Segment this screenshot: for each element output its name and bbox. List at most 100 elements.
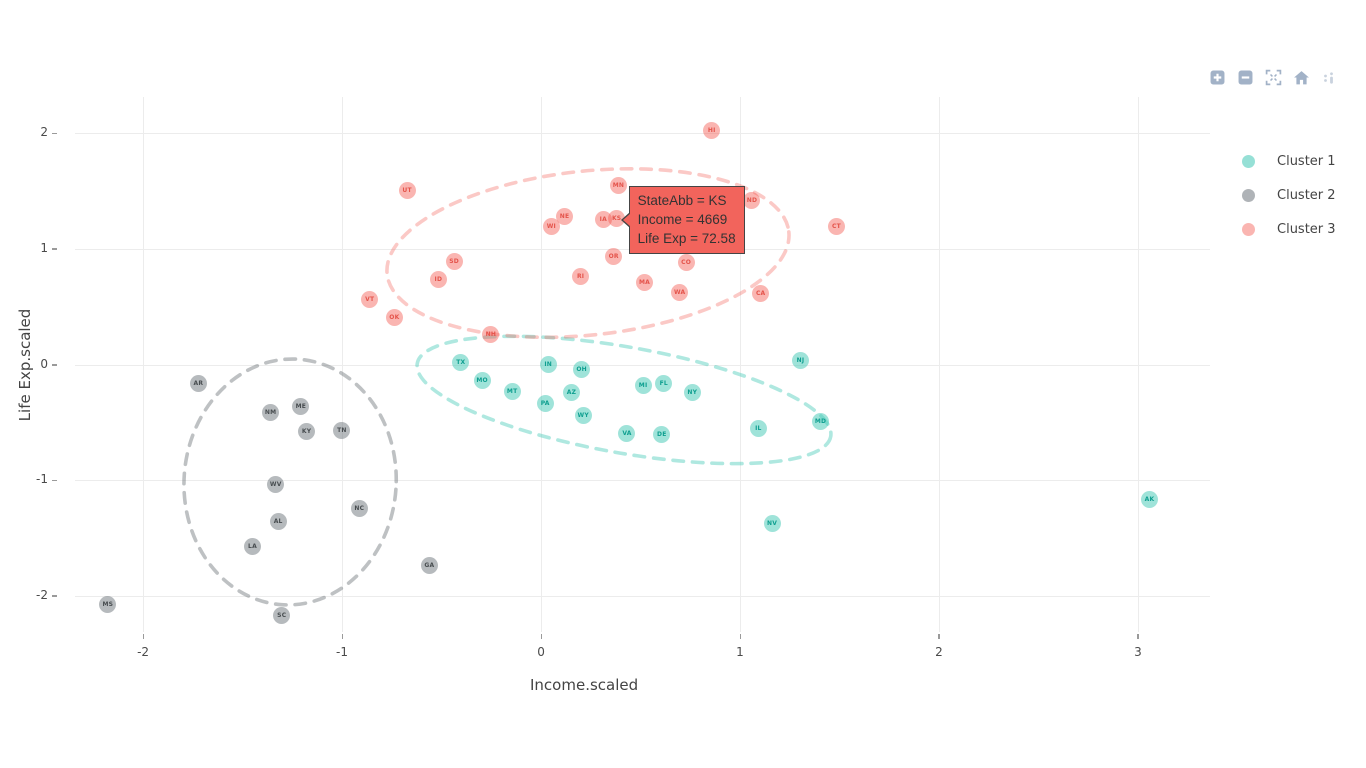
state-marker-label: AZ	[566, 389, 577, 397]
y-tick-mark	[52, 479, 57, 481]
state-marker-label: OK	[389, 314, 400, 322]
state-marker-NY[interactable]: NY	[683, 384, 701, 402]
state-marker-WY[interactable]: WY	[574, 406, 592, 424]
state-marker-label: KY	[301, 427, 312, 435]
state-marker-label: AR	[193, 379, 204, 387]
state-marker-MA[interactable]: MA	[635, 274, 653, 292]
state-marker-NM[interactable]: NM	[262, 404, 280, 422]
modebar	[1203, 68, 1343, 90]
state-marker-IL[interactable]: IL	[749, 419, 767, 437]
state-marker-label: LA	[248, 543, 257, 551]
zoom-in-button[interactable]	[1203, 68, 1231, 90]
state-marker-label: WV	[269, 481, 282, 489]
state-marker-RI[interactable]: RI	[572, 268, 590, 286]
state-marker-NC[interactable]: NC	[350, 499, 368, 517]
state-marker-label: CO	[681, 259, 692, 267]
hover-tooltip: StateAbb = KS Income = 4669 Life Exp = 7…	[620, 186, 745, 255]
state-marker-MD[interactable]: MD	[812, 412, 830, 430]
state-marker-IA[interactable]: IA	[594, 211, 612, 229]
state-marker-label: WY	[577, 411, 589, 419]
x-tick-mark	[341, 634, 344, 639]
state-marker-NH[interactable]: NH	[482, 325, 500, 343]
state-marker-SD[interactable]: SD	[445, 252, 463, 270]
y-tick-label: 1	[40, 240, 48, 255]
zoom-out-button[interactable]	[1231, 68, 1259, 90]
state-marker-LA[interactable]: LA	[243, 538, 261, 556]
state-marker-WA[interactable]: WA	[671, 283, 689, 301]
state-marker-label: NY	[687, 389, 698, 397]
state-marker-label: SD	[449, 257, 459, 265]
y-gridline	[75, 480, 1210, 481]
state-marker-FL[interactable]: FL	[655, 374, 673, 392]
reset-axes-home-button[interactable]	[1287, 68, 1315, 90]
state-marker-label: NV	[766, 520, 778, 528]
state-marker-DE[interactable]: DE	[653, 426, 671, 444]
state-marker-label: RI	[576, 273, 585, 281]
state-marker-ID[interactable]: ID	[429, 270, 447, 288]
autoscale-button[interactable]	[1259, 68, 1287, 90]
state-marker-label: OH	[576, 366, 587, 374]
state-marker-AR[interactable]: AR	[189, 374, 207, 392]
state-marker-label: ND	[746, 197, 758, 205]
state-marker-NJ[interactable]: NJ	[791, 351, 809, 369]
legend-swatch-icon	[1242, 154, 1255, 168]
state-marker-SC[interactable]: SC	[273, 607, 291, 625]
state-marker-AK[interactable]: AK	[1141, 490, 1158, 508]
y-tick-mark	[52, 595, 57, 597]
state-marker-label: IL	[755, 424, 762, 432]
state-marker-NV[interactable]: NV	[763, 515, 781, 533]
cluster-ellipse-1	[415, 334, 833, 466]
state-marker-HI[interactable]: HI	[703, 121, 721, 139]
plotly-logo-link[interactable]	[1315, 68, 1343, 90]
state-marker-label: ID	[434, 275, 443, 283]
state-marker-WI[interactable]: WI	[542, 218, 560, 236]
state-marker-label: AL	[273, 518, 283, 526]
legend-item-cluster-2[interactable]: Cluster 2	[1236, 178, 1336, 212]
tooltip-line-income: Income = 4669	[637, 212, 728, 228]
state-marker-label: AK	[1144, 495, 1155, 503]
state-marker-ME[interactable]: ME	[292, 398, 310, 416]
state-marker-GA[interactable]: GA	[420, 557, 438, 575]
y-tick-label: -2	[36, 587, 48, 602]
state-marker-ND[interactable]: ND	[743, 192, 761, 210]
state-marker-CA[interactable]: CA	[752, 284, 770, 302]
state-marker-OR[interactable]: OR	[605, 248, 623, 266]
state-marker-label: CA	[755, 289, 766, 297]
legend-item-cluster-3[interactable]: Cluster 3	[1236, 212, 1336, 246]
state-marker-UT[interactable]: UT	[398, 182, 416, 200]
state-marker-VT[interactable]: VT	[361, 290, 379, 308]
state-marker-PA[interactable]: PA	[536, 394, 554, 412]
state-marker-KY[interactable]: KY	[298, 422, 316, 440]
state-marker-label: VA	[622, 429, 632, 437]
state-marker-WV[interactable]: WV	[267, 476, 285, 494]
state-marker-label: NH	[485, 330, 497, 338]
legend: Cluster 1 Cluster 2 Cluster 3	[1236, 144, 1336, 246]
state-marker-CO[interactable]: CO	[677, 254, 695, 272]
x-tick-label: 2	[935, 645, 943, 659]
state-marker-MS[interactable]: MS	[99, 595, 117, 613]
state-marker-NE[interactable]: NE	[555, 207, 573, 225]
state-marker-MI[interactable]: MI	[634, 377, 652, 395]
legend-swatch-icon	[1242, 188, 1255, 202]
state-marker-TN[interactable]: TN	[333, 422, 351, 440]
state-marker-MO[interactable]: MO	[473, 372, 491, 390]
x-tick-label: -1	[336, 645, 349, 659]
legend-item-cluster-1[interactable]: Cluster 1	[1236, 144, 1336, 178]
state-marker-OK[interactable]: OK	[385, 309, 403, 327]
state-marker-label: MI	[638, 382, 648, 390]
state-marker-AL[interactable]: AL	[269, 513, 287, 531]
state-marker-IN[interactable]: IN	[539, 355, 557, 373]
state-marker-AZ[interactable]: AZ	[562, 384, 580, 402]
state-marker-MT[interactable]: MT	[503, 383, 521, 401]
state-marker-label: GA	[424, 562, 435, 570]
cluster-ellipse-2	[182, 357, 399, 607]
state-marker-TX[interactable]: TX	[452, 354, 470, 372]
state-marker-label: ME	[295, 403, 307, 411]
legend-swatch-icon	[1242, 222, 1255, 236]
state-marker-CT[interactable]: CT	[828, 218, 845, 236]
state-marker-VA[interactable]: VA	[618, 424, 636, 442]
state-marker-OH[interactable]: OH	[573, 361, 591, 379]
state-marker-MN[interactable]: MN	[609, 176, 627, 194]
x-tick-label: 3	[1134, 645, 1142, 659]
state-marker-label: NJ	[796, 356, 805, 364]
